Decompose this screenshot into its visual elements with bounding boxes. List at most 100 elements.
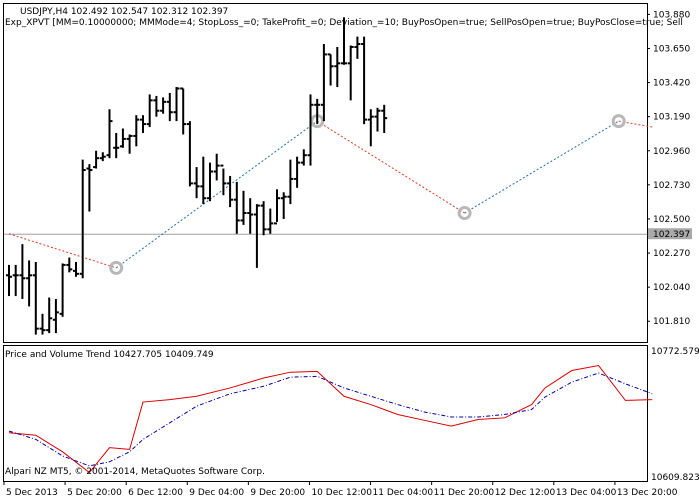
ohlc-bar — [173, 87, 180, 122]
price-tick-label: 103.650 — [653, 44, 690, 54]
price-tick-label: 103.190 — [653, 113, 690, 123]
ohlc-bar — [140, 115, 146, 133]
time-tick-label: 11 Dec 20:00 — [434, 488, 495, 498]
current-price-tag-label: 102.397 — [653, 230, 690, 240]
pivot-marker-layer — [109, 114, 626, 275]
ohlc-bar — [213, 153, 220, 181]
zigzag-segment — [464, 120, 619, 214]
ohlc-bar — [314, 98, 321, 125]
ohlc-bar — [79, 159, 86, 279]
ohlc-bar — [19, 244, 26, 300]
ohlc-bar — [39, 313, 46, 335]
pvt-line — [8, 365, 653, 474]
ohlc-bar — [320, 44, 327, 122]
zigzag-segment — [8, 233, 117, 269]
pivot-marker — [109, 260, 124, 275]
price-pane-border — [3, 3, 648, 343]
price-tick-label: 102.040 — [653, 283, 690, 293]
zigzag-segment — [115, 120, 318, 269]
time-tick-label: 5 Dec 20:00 — [67, 488, 122, 498]
ohlc-bar — [166, 92, 173, 122]
ohlc-bar — [240, 190, 247, 225]
ohlc-bar — [93, 150, 100, 169]
ohlc-bar — [153, 95, 160, 117]
ohlc-bar — [193, 167, 200, 199]
time-tick-label: 13 Dec 04:00 — [556, 488, 617, 498]
ohlc-bars-layer — [6, 17, 388, 335]
ohlc-bar — [294, 156, 301, 188]
ohlc-bar — [220, 164, 227, 196]
pivot-marker — [457, 206, 472, 221]
ohlc-bar — [106, 109, 113, 159]
ohlc-bar — [381, 104, 388, 133]
ohlc-bar — [327, 53, 334, 86]
ohlc-bar — [267, 208, 274, 234]
time-tick-label: 11 Dec 04:00 — [373, 488, 434, 498]
price-tick-label: 101.810 — [653, 317, 690, 327]
price-tick-label: 102.500 — [653, 215, 690, 225]
price-tick-label: 102.960 — [653, 147, 690, 157]
ohlc-bar — [347, 45, 354, 101]
ohlc-bar — [12, 264, 19, 297]
price-tick-label: 102.270 — [653, 249, 690, 259]
time-tick-label: 9 Dec 20:00 — [250, 488, 305, 498]
ohlc-bar — [113, 132, 120, 159]
time-tick-label: 13 Dec 20:00 — [617, 488, 678, 498]
ohlc-bar — [300, 149, 307, 166]
ohlc-bar — [146, 94, 153, 128]
price-pane: USDJPY,H4 102.492 102.547 102.312 102.39… — [3, 3, 683, 343]
ohlc-bar — [32, 261, 39, 335]
ohlc-bar — [207, 162, 213, 202]
price-tick-label: 103.880 — [653, 10, 690, 20]
ohlc-bar — [46, 297, 53, 334]
ohlc-bar — [367, 109, 374, 147]
ohlc-bar — [160, 97, 167, 114]
ohlc-bar — [119, 128, 126, 148]
time-tick-label: 9 Dec 04:00 — [189, 488, 244, 498]
ohlc-bar — [26, 260, 33, 307]
ohlc-bar — [287, 159, 294, 205]
ohlc-bar — [260, 201, 267, 236]
ohlc-bar — [73, 261, 79, 277]
zigzag-layer — [8, 120, 653, 269]
ohlc-bar — [99, 152, 106, 162]
ohlc-bar — [133, 115, 140, 147]
zigzag-segment — [316, 120, 465, 214]
copyright-text: Alpari NZ MT5, © 2001-2014, MetaQuotes S… — [5, 467, 265, 477]
price-tick-label: 102.730 — [653, 181, 690, 191]
indicator-scale-bottom: 10609.823 — [651, 473, 699, 483]
symbol-header: USDJPY,H4 102.492 102.547 102.312 102.39… — [20, 7, 228, 17]
time-tick-label: 12 Dec 12:00 — [495, 488, 556, 498]
ohlc-bar — [180, 87, 187, 135]
ohlc-bar — [233, 181, 240, 234]
ohlc-bar — [354, 36, 361, 59]
indicator-pane-border — [3, 345, 648, 482]
time-tick-label: 6 Dec 12:00 — [128, 488, 183, 498]
indicator-title: Price and Volume Trend 10427.705 10409.7… — [5, 350, 214, 360]
ohlc-bar — [200, 156, 207, 205]
ohlc-bar — [227, 175, 234, 208]
ohlc-bar — [59, 263, 66, 317]
price-tick-labels: 103.880 103.650 103.420 103.190 102.960 102.7… — [647, 10, 690, 327]
price-axis: 103.880 103.650 103.420 103.190 102.960 102.7… — [647, 10, 692, 327]
ohlc-bar — [66, 257, 73, 273]
ohlc-bar — [307, 94, 314, 166]
ohlc-bar — [126, 134, 133, 154]
ohlc-bar — [6, 264, 12, 297]
ohlc-bar — [253, 204, 260, 268]
pivot-marker — [611, 114, 626, 129]
ohlc-bar — [86, 164, 93, 212]
expert-header: Exp_XPVT [MM=0.10000000; MMMode=4; StopL… — [5, 18, 683, 28]
pvt-signal-line — [8, 372, 653, 467]
current-price-tag — [648, 228, 692, 240]
ohlc-bar — [247, 198, 254, 234]
ohlc-bar — [274, 189, 280, 225]
time-tick-label: 10 Dec 12:00 — [311, 488, 372, 498]
ohlc-bar — [280, 192, 287, 219]
ohlc-bar — [374, 107, 381, 132]
price-tick-label: 103.420 — [653, 79, 690, 89]
ohlc-bar — [334, 46, 341, 88]
time-tick-label: 5 Dec 2013 — [6, 488, 58, 498]
time-axis: 5 Dec 2013 5 Dec 20:00 6 Dec 12:00 9 Dec 04… — [3, 481, 678, 498]
